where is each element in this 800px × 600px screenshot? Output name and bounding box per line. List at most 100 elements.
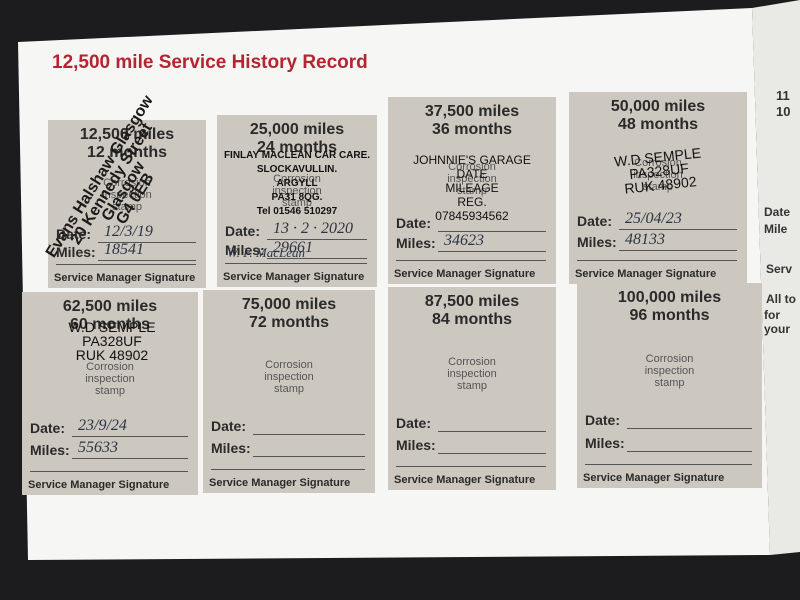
miles-line — [438, 453, 546, 455]
stamp-line: PA31 8QG. — [271, 192, 323, 203]
months: 12 months — [86, 144, 167, 161]
title: 12,500 mile Service History Record — [52, 52, 368, 73]
months: 84 months — [431, 311, 512, 328]
signature-line — [585, 464, 752, 465]
signature-line — [396, 260, 546, 261]
service-box: 37,500 miles 36 months Corrosion inspectio… — [388, 97, 556, 284]
corrosion-label: Corrosion inspection stamp — [644, 352, 695, 389]
signature-label: Service Manager Signature — [583, 472, 725, 484]
date-value: 23/9/24 — [78, 416, 127, 434]
date-value: 12/3/19 — [104, 222, 153, 240]
miles-line — [619, 250, 737, 252]
months: 36 months — [431, 121, 512, 138]
miles-label: Miles: — [56, 244, 96, 261]
signature-line — [30, 471, 188, 472]
date-label: Date: — [577, 212, 613, 229]
miles-value: 48133 — [625, 231, 665, 249]
corrosion-label: Corrosion inspection stamp — [272, 173, 322, 210]
date-line — [72, 435, 188, 437]
stamp-line: 07845934562 — [435, 209, 509, 223]
stamp: W.D SEMPLE PA328UF RUK 48902 — [32, 320, 192, 362]
mileage: 87,500 miles — [424, 293, 520, 310]
signature-label: Service Manager Signature — [394, 474, 536, 486]
stamp-line: SLOCKAVULLIN. — [256, 164, 338, 175]
date-line — [267, 239, 367, 241]
stamp-line: W.D SEMPLE — [68, 319, 156, 335]
date-label: Date: — [585, 412, 621, 429]
miles-label: Miles: — [585, 434, 625, 451]
miles-line — [267, 258, 367, 260]
miles-label: Miles: — [30, 442, 70, 459]
date-label: Date: — [396, 414, 432, 431]
miles-line — [438, 251, 546, 253]
miles-value: 29661 — [273, 239, 313, 257]
stamp-line: JOHNNIE'S GARAGE — [413, 153, 531, 167]
mileage: 62,500 miles — [62, 298, 158, 315]
stamp-line: DATE — [456, 167, 488, 181]
mileage: 12,500 miles — [79, 126, 175, 143]
miles-line — [627, 450, 752, 452]
months: 60 months — [69, 316, 150, 333]
signature-line — [211, 469, 365, 470]
service-box: 62,500 miles 60 months Corrosion inspectio… — [22, 292, 198, 495]
months: 24 months — [256, 139, 337, 156]
signature-line — [396, 466, 546, 467]
miles-line — [253, 456, 365, 458]
edge-text: Mile — [764, 222, 788, 236]
edge-text: Serv — [766, 262, 793, 276]
stamp: FINLAY MACLEAN CAR CARE. SLOCKAVULLIN. ARG… — [211, 149, 383, 219]
next-page — [752, 0, 800, 555]
signature-line — [225, 263, 367, 264]
date-line — [253, 433, 365, 435]
service-box: 25,000 miles 24 months Corrosion inspectio… — [217, 115, 377, 287]
miles-value: 34623 — [444, 232, 484, 250]
corrosion-label: Corrosion inspection stamp — [447, 356, 497, 393]
corrosion-label: Corrosion inspection stamp — [447, 160, 497, 197]
miles-line — [72, 458, 188, 460]
date-line — [619, 228, 737, 230]
service-box: 100,000 miles 96 months Corrosion inspecti… — [577, 283, 762, 488]
mileage: 37,500 miles — [424, 103, 520, 120]
date-line — [438, 430, 546, 432]
corrosion-label: Corrosion inspection stamp — [633, 157, 683, 194]
service-box: 12,500 miles 12 months Corrosion inspectio… — [43, 93, 206, 288]
months: 48 months — [617, 116, 698, 133]
signature-line — [56, 264, 196, 265]
stamp-line: FINLAY MACLEAN CAR CARE. — [223, 150, 371, 161]
months: 96 months — [629, 307, 710, 324]
mileage: 75,000 miles — [241, 296, 337, 313]
stamp: JOHNNIE'S GARAGE DATE MILEAGE REG. 078459345… — [388, 153, 556, 223]
miles-label: Miles: — [577, 234, 617, 251]
date-value: 25/04/23 — [625, 209, 682, 227]
corrosion-label: Corrosion inspection stamp — [102, 177, 152, 214]
miles-label: Miles: — [211, 440, 251, 457]
stamp-line: RUK 48902 — [75, 347, 149, 363]
miles-label: Miles: — [396, 235, 436, 252]
miles-label: Miles: — [396, 437, 436, 454]
service-box: 75,000 miles 72 months Corrosion inspectio… — [203, 290, 375, 493]
date-line — [438, 230, 546, 232]
date-line — [627, 428, 752, 430]
date-label: Date: — [225, 223, 261, 240]
signature-label: Service Manager Signature — [54, 272, 196, 284]
stamp-line: REG. — [457, 195, 487, 209]
miles-line — [98, 260, 196, 262]
corrosion-label: Corrosion inspection stamp — [85, 361, 135, 398]
service-box: 50,000 miles 48 months Corrosion inspectio… — [569, 92, 747, 284]
date-label: Date: — [396, 214, 432, 231]
edge-text: for your — [764, 308, 791, 336]
miles-label: Miles: — [225, 242, 265, 259]
mileage: 50,000 miles — [610, 98, 706, 115]
months: 72 months — [248, 314, 329, 331]
edge-text: All to — [766, 292, 796, 306]
signature-label: Service Manager Signature — [223, 271, 365, 283]
edge-text: 10 — [776, 104, 791, 119]
date-value: 13 · 2 · 2020 — [273, 220, 353, 238]
stamp-line: ARGYLL — [276, 178, 318, 189]
signature-label: Service Manager Signature — [28, 479, 170, 491]
mileage: 25,000 miles — [249, 121, 345, 138]
signature-value: W. F. MacLean — [227, 245, 305, 260]
stamp-line: PA328UF — [82, 333, 142, 349]
edge-text: 11 — [776, 88, 790, 103]
